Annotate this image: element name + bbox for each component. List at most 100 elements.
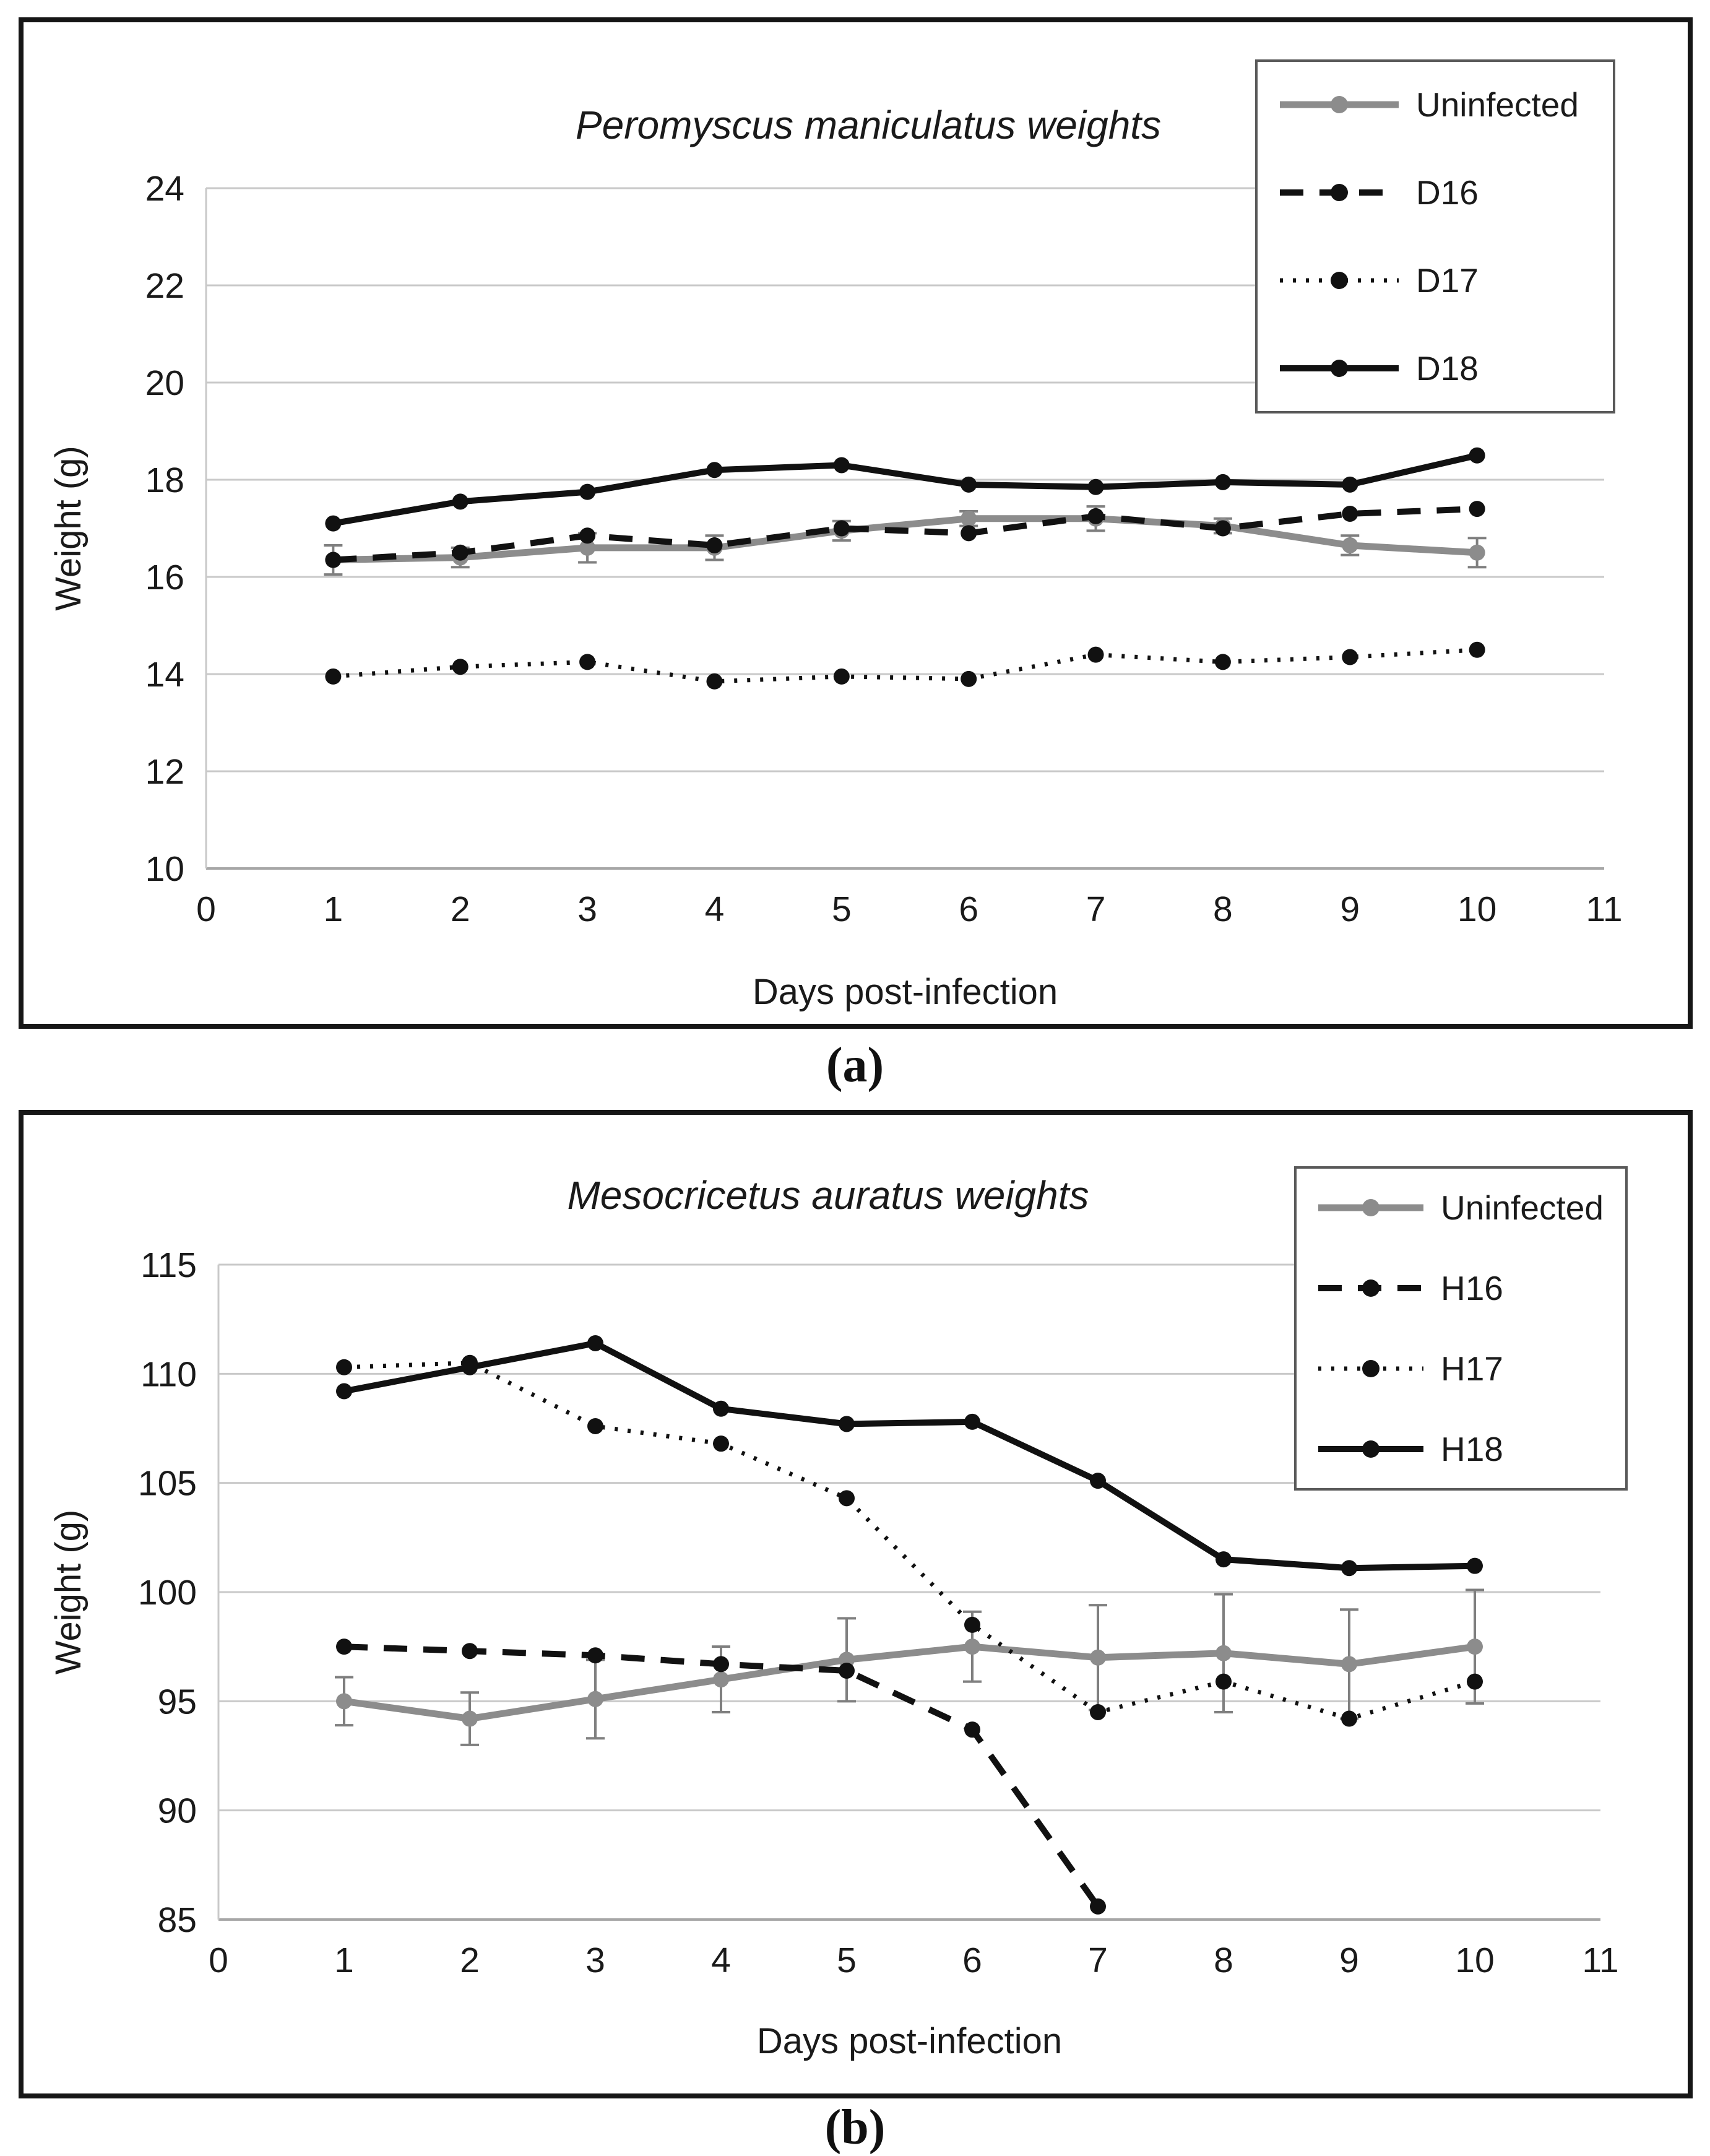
legend-marker-h16 (1362, 1279, 1380, 1297)
data-point-uninfected-day9 (1341, 1656, 1357, 1673)
svg-text:85: 85 (158, 1900, 197, 1940)
svg-text:90: 90 (158, 1791, 197, 1831)
data-point-d18-day2 (452, 493, 469, 510)
data-point-h17-day10 (1467, 1673, 1483, 1690)
panel-a: 10 12 14 16 18 20 22 24 0 1 2 3 4 5 6 7 8 9 10 11 Days post-… (19, 17, 1693, 1029)
data-point-h18-day2 (462, 1359, 478, 1375)
data-point-d18-day8 (1214, 474, 1231, 490)
chart-title: Peromyscus maniculatus weights (576, 103, 1161, 147)
data-point-d16-day2 (452, 544, 469, 561)
data-point-d17-day10 (1469, 641, 1485, 658)
legend-label-d17: D17 (1416, 261, 1479, 300)
data-point-h17-day6 (964, 1616, 980, 1633)
data-point-d17-day4 (706, 673, 723, 690)
data-point-uninfected-day7 (1090, 1649, 1106, 1666)
svg-text:5: 5 (837, 1941, 857, 1980)
svg-text:10: 10 (1457, 890, 1496, 929)
svg-text:24: 24 (145, 169, 184, 209)
legend-item-h16: H16 (1318, 1269, 1503, 1307)
data-point-h16-day2 (462, 1643, 478, 1660)
panel-b: 85 90 95 100 105 110 115 0 1 2 3 4 5 6 7 8 9 10 11 Days pos… (19, 1110, 1693, 2098)
svg-text:10: 10 (1455, 1941, 1494, 1980)
legend-label-h16: H16 (1441, 1269, 1503, 1307)
data-point-h16-day5 (839, 1662, 855, 1679)
data-point-h18-day6 (964, 1413, 980, 1430)
data-point-uninfected-day8 (1216, 1645, 1232, 1661)
gridlines (206, 187, 1604, 870)
svg-text:2: 2 (460, 1941, 480, 1980)
legend-marker-uninfected (1331, 96, 1348, 113)
x-tick-labels: 0 1 2 3 4 5 6 7 8 9 10 11 (209, 1941, 1618, 1980)
data-point-h16-day6 (964, 1721, 980, 1738)
svg-text:95: 95 (158, 1682, 197, 1721)
data-point-h17-day3 (587, 1418, 603, 1434)
svg-text:0: 0 (196, 890, 216, 929)
svg-text:110: 110 (140, 1354, 197, 1394)
series-d16 (325, 501, 1485, 568)
series-h18 (336, 1335, 1483, 1577)
svg-text:10: 10 (145, 849, 184, 889)
y-tick-labels: 10 12 14 16 18 20 22 24 (145, 169, 184, 889)
data-point-h18-day5 (839, 1416, 855, 1432)
data-point-d18-day4 (706, 462, 723, 478)
legend-item-uninfected: Uninfected (1280, 85, 1579, 124)
data-point-h18-day3 (587, 1335, 603, 1351)
svg-text:22: 22 (145, 266, 184, 306)
legend-label-uninfected: Uninfected (1416, 85, 1579, 124)
svg-text:3: 3 (577, 890, 597, 929)
series-d18 (325, 447, 1485, 532)
series-uninfected (325, 510, 1485, 568)
data-point-h17-day8 (1216, 1673, 1232, 1690)
svg-text:20: 20 (145, 363, 184, 403)
data-point-uninfected-day6 (961, 510, 977, 527)
caption-b: (b) (824, 2100, 886, 2155)
data-point-h16-day4 (713, 1656, 729, 1673)
svg-text:9: 9 (1340, 890, 1360, 929)
data-point-uninfected-day10 (1467, 1639, 1483, 1655)
svg-text:2: 2 (451, 890, 470, 929)
svg-text:9: 9 (1339, 1941, 1359, 1980)
data-point-h16-day3 (587, 1647, 603, 1664)
legend: Uninfected H16 H17 H18 (1294, 1166, 1628, 1491)
legend-marker-d18 (1331, 360, 1348, 377)
svg-text:1: 1 (334, 1941, 354, 1980)
svg-text:8: 8 (1213, 890, 1233, 929)
chart-b-line-chart: 85 90 95 100 105 110 115 0 1 2 3 4 5 6 7 8 9 10 11 Days pos… (48, 1166, 1628, 2061)
legend-marker-h17 (1362, 1360, 1380, 1377)
data-point-d17-day3 (579, 654, 596, 670)
svg-text:18: 18 (145, 461, 184, 500)
data-point-h17-day9 (1341, 1710, 1357, 1727)
data-point-uninfected-day3 (579, 539, 596, 556)
data-point-uninfected-day6 (964, 1639, 980, 1655)
data-point-h16-day7 (1090, 1898, 1106, 1915)
data-point-uninfected-day2 (462, 1710, 478, 1727)
y-axis-title: Weight (g) (48, 446, 89, 610)
data-point-d16-day8 (1214, 520, 1231, 537)
legend-marker-d16 (1331, 184, 1348, 201)
data-point-h18-day4 (713, 1400, 729, 1417)
data-point-d16-day6 (961, 525, 977, 542)
data-point-h17-day5 (839, 1490, 855, 1507)
legend-item-d17: D17 (1280, 261, 1479, 300)
data-point-d16-day5 (833, 520, 850, 537)
data-point-h17-day7 (1090, 1704, 1106, 1720)
data-point-h17-day4 (713, 1435, 729, 1452)
svg-text:105: 105 (138, 1464, 197, 1504)
data-point-d17-day2 (452, 659, 469, 675)
svg-text:0: 0 (209, 1941, 228, 1980)
svg-text:1: 1 (324, 890, 343, 929)
svg-text:4: 4 (711, 1941, 731, 1980)
y-axis-title: Weight (g) (48, 1510, 89, 1674)
data-point-h17-day1 (336, 1359, 352, 1375)
series-d17 (325, 641, 1485, 690)
data-point-h16-day1 (336, 1639, 352, 1655)
data-point-d16-day9 (1342, 505, 1358, 522)
data-point-d18-day3 (579, 483, 596, 500)
legend-label-uninfected: Uninfected (1441, 1188, 1604, 1227)
data-point-d17-day8 (1214, 654, 1231, 670)
data-point-d16-day1 (325, 552, 342, 568)
legend-marker-h18 (1362, 1440, 1380, 1458)
data-point-d17-day1 (325, 668, 342, 685)
data-point-d17-day9 (1342, 649, 1358, 665)
data-point-d18-day1 (325, 515, 342, 532)
